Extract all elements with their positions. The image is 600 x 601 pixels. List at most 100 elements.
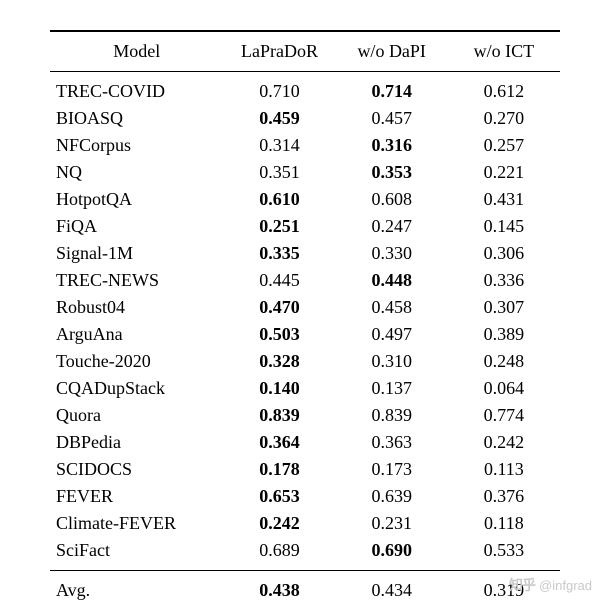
value-cell: 0.064	[448, 375, 560, 402]
value-cell: 0.610	[223, 186, 335, 213]
value-cell: 0.247	[336, 213, 448, 240]
value-cell: 0.328	[223, 348, 335, 375]
model-cell: HotpotQA	[50, 186, 223, 213]
table-row: BIOASQ0.4590.4570.270	[50, 105, 560, 132]
table-avg-row: Avg.0.4380.4340.319	[50, 571, 560, 601]
model-cell: ArguAna	[50, 321, 223, 348]
table-row: SciFact0.6890.6900.533	[50, 537, 560, 571]
model-cell: Touche-2020	[50, 348, 223, 375]
value-cell: 0.839	[223, 402, 335, 429]
table-row: Signal-1M0.3350.3300.306	[50, 240, 560, 267]
value-cell: 0.608	[336, 186, 448, 213]
table-col-header: LaPraDoR	[223, 31, 335, 72]
table-row: NFCorpus0.3140.3160.257	[50, 132, 560, 159]
table-row: Touche-20200.3280.3100.248	[50, 348, 560, 375]
value-cell: 0.690	[336, 537, 448, 571]
value-cell: 0.173	[336, 456, 448, 483]
table-col-header: w/o DaPI	[336, 31, 448, 72]
value-cell: 0.639	[336, 483, 448, 510]
value-cell: 0.363	[336, 429, 448, 456]
value-cell: 0.178	[223, 456, 335, 483]
table-row: CQADupStack0.1400.1370.064	[50, 375, 560, 402]
value-cell: 0.257	[448, 132, 560, 159]
value-cell: 0.459	[223, 105, 335, 132]
value-cell: 0.137	[336, 375, 448, 402]
value-cell: 0.140	[223, 375, 335, 402]
value-cell: 0.330	[336, 240, 448, 267]
value-cell: 0.497	[336, 321, 448, 348]
model-cell: BIOASQ	[50, 105, 223, 132]
value-cell: 0.248	[448, 348, 560, 375]
value-cell: 0.251	[223, 213, 335, 240]
model-cell: FEVER	[50, 483, 223, 510]
value-cell: 0.242	[223, 510, 335, 537]
value-cell: 0.364	[223, 429, 335, 456]
table-row: DBPedia0.3640.3630.242	[50, 429, 560, 456]
table-row: Climate-FEVER0.2420.2310.118	[50, 510, 560, 537]
table-row: NQ0.3510.3530.221	[50, 159, 560, 186]
value-cell: 0.653	[223, 483, 335, 510]
table-row: HotpotQA0.6100.6080.431	[50, 186, 560, 213]
table-row: FiQA0.2510.2470.145	[50, 213, 560, 240]
value-cell: 0.307	[448, 294, 560, 321]
value-cell: 0.839	[336, 402, 448, 429]
table-row: ArguAna0.5030.4970.389	[50, 321, 560, 348]
avg-label-cell: Avg.	[50, 571, 223, 601]
value-cell: 0.310	[336, 348, 448, 375]
table-header-row: ModelLaPraDoRw/o DaPIw/o ICT	[50, 31, 560, 72]
value-cell: 0.389	[448, 321, 560, 348]
value-cell: 0.714	[336, 72, 448, 106]
value-cell: 0.221	[448, 159, 560, 186]
model-cell: FiQA	[50, 213, 223, 240]
value-cell: 0.612	[448, 72, 560, 106]
model-cell: NFCorpus	[50, 132, 223, 159]
value-cell: 0.314	[223, 132, 335, 159]
value-cell: 0.113	[448, 456, 560, 483]
model-cell: CQADupStack	[50, 375, 223, 402]
value-cell: 0.376	[448, 483, 560, 510]
table-row: FEVER0.6530.6390.376	[50, 483, 560, 510]
avg-value-cell: 0.319	[448, 571, 560, 601]
table-row: TREC-COVID0.7100.7140.612	[50, 72, 560, 106]
value-cell: 0.351	[223, 159, 335, 186]
avg-value-cell: 0.438	[223, 571, 335, 601]
value-cell: 0.353	[336, 159, 448, 186]
model-cell: Quora	[50, 402, 223, 429]
value-cell: 0.689	[223, 537, 335, 571]
value-cell: 0.431	[448, 186, 560, 213]
value-cell: 0.270	[448, 105, 560, 132]
table-row: TREC-NEWS0.4450.4480.336	[50, 267, 560, 294]
value-cell: 0.458	[336, 294, 448, 321]
value-cell: 0.457	[336, 105, 448, 132]
table-row: SCIDOCS0.1780.1730.113	[50, 456, 560, 483]
value-cell: 0.470	[223, 294, 335, 321]
value-cell: 0.145	[448, 213, 560, 240]
model-cell: NQ	[50, 159, 223, 186]
value-cell: 0.242	[448, 429, 560, 456]
model-cell: Climate-FEVER	[50, 510, 223, 537]
value-cell: 0.445	[223, 267, 335, 294]
value-cell: 0.336	[448, 267, 560, 294]
model-cell: Signal-1M	[50, 240, 223, 267]
results-table: ModelLaPraDoRw/o DaPIw/o ICT TREC-COVID0…	[50, 30, 560, 601]
value-cell: 0.710	[223, 72, 335, 106]
table-row: Robust040.4700.4580.307	[50, 294, 560, 321]
table-col-header: Model	[50, 31, 223, 72]
table-row: Quora0.8390.8390.774	[50, 402, 560, 429]
model-cell: TREC-COVID	[50, 72, 223, 106]
value-cell: 0.335	[223, 240, 335, 267]
avg-value-cell: 0.434	[336, 571, 448, 601]
value-cell: 0.231	[336, 510, 448, 537]
model-cell: SCIDOCS	[50, 456, 223, 483]
model-cell: SciFact	[50, 537, 223, 571]
value-cell: 0.448	[336, 267, 448, 294]
value-cell: 0.774	[448, 402, 560, 429]
value-cell: 0.533	[448, 537, 560, 571]
value-cell: 0.503	[223, 321, 335, 348]
value-cell: 0.118	[448, 510, 560, 537]
model-cell: TREC-NEWS	[50, 267, 223, 294]
model-cell: Robust04	[50, 294, 223, 321]
value-cell: 0.316	[336, 132, 448, 159]
model-cell: DBPedia	[50, 429, 223, 456]
table-col-header: w/o ICT	[448, 31, 560, 72]
